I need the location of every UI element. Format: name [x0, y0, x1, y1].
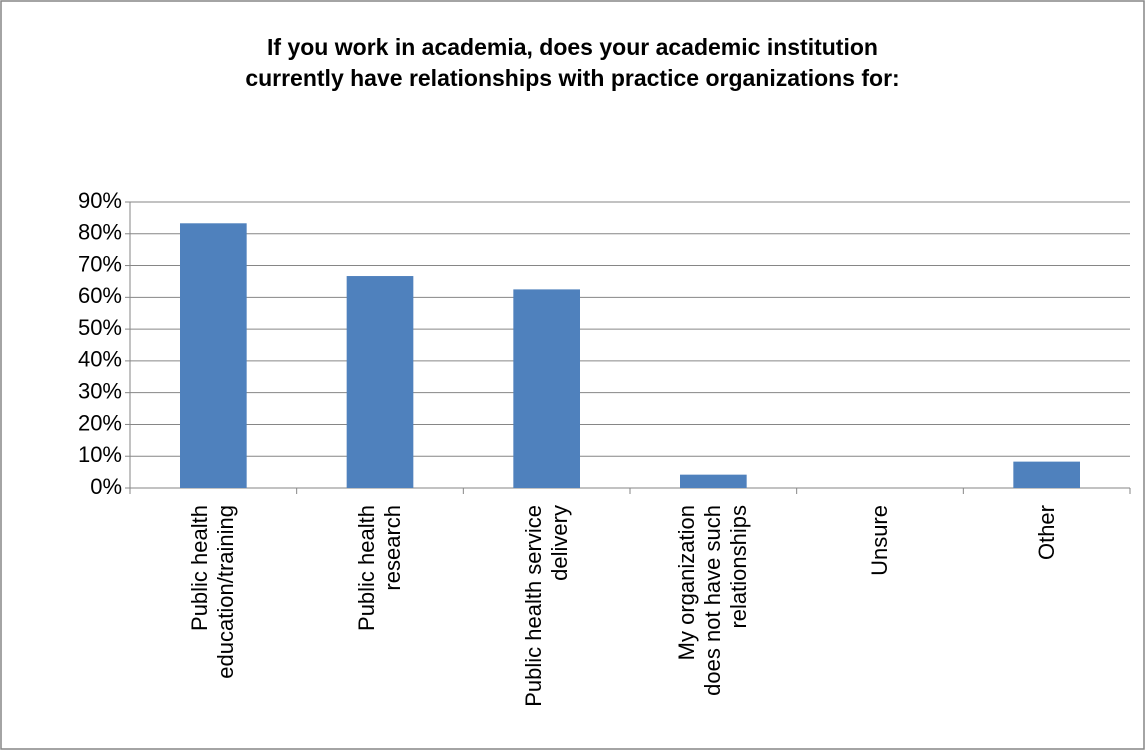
y-tick-label: 30%: [78, 378, 122, 403]
x-tick-label: Public health research: [354, 505, 405, 631]
y-tick-label: 10%: [78, 442, 122, 467]
y-tick-label: 40%: [78, 347, 122, 372]
y-tick-label: 90%: [78, 188, 122, 213]
bar: [180, 223, 247, 488]
y-tick-label: 20%: [78, 410, 122, 435]
x-tick-label: My organization does not have such relat…: [674, 505, 752, 696]
x-tick-label: Public health education/training: [187, 505, 239, 679]
y-tick-label: 0%: [90, 474, 122, 499]
bar: [680, 474, 747, 488]
x-tick-label: Public health service delivery: [520, 505, 572, 707]
chart-title: If you work in academia, does your acade…: [245, 34, 900, 91]
y-tick-label: 80%: [78, 220, 122, 245]
bar: [1013, 461, 1080, 488]
y-tick-label: 70%: [78, 251, 122, 276]
bar: [513, 289, 580, 488]
y-tick-label: 60%: [78, 283, 122, 308]
y-tick-label: 50%: [78, 315, 122, 340]
x-tick-label: Other: [1033, 505, 1059, 561]
bar: [346, 276, 414, 488]
x-tick-label: Unsure: [867, 505, 892, 576]
